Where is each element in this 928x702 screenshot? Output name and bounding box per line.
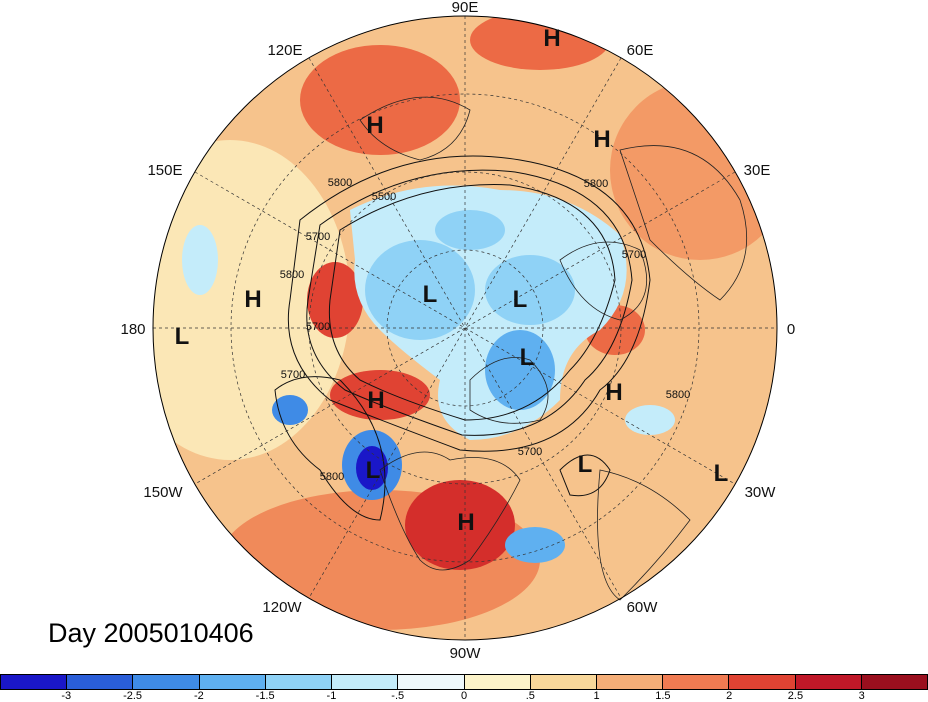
- colorbar-tick-label: 0: [461, 690, 467, 702]
- colorbar-segment: [133, 675, 199, 689]
- pressure-high: H: [366, 112, 383, 139]
- contour-label: 5700: [622, 249, 646, 261]
- pressure-low: L: [175, 323, 190, 350]
- colorbar-tick-label: -3: [61, 690, 71, 702]
- colorbar-segment: [1, 675, 67, 689]
- colorbar-segment: [398, 675, 464, 689]
- colorbar-segment: [200, 675, 266, 689]
- colorbar-tick-label: 1: [594, 690, 600, 702]
- day-label: Day 2005010406: [48, 618, 254, 649]
- lon-label-30w: 30W: [745, 484, 777, 501]
- colorbar-segment: [796, 675, 862, 689]
- contour-label: 5700: [518, 446, 542, 458]
- colorbar-segment: [266, 675, 332, 689]
- colorbar-tick-label: 2: [726, 690, 732, 702]
- pressure-high: H: [593, 126, 610, 153]
- pressure-high: H: [543, 25, 560, 52]
- contour-label: 5700: [306, 321, 330, 333]
- lon-label-180: 180: [120, 321, 145, 338]
- contour-label: 5800: [320, 471, 344, 483]
- colorbar-tick-label: -2: [194, 690, 204, 702]
- contour-label: 5800: [328, 177, 352, 189]
- colorbar-segment: [729, 675, 795, 689]
- colorbar-segment: [465, 675, 531, 689]
- colorbar-segment: [67, 675, 133, 689]
- pressure-high: H: [244, 286, 261, 313]
- colorbar-tick-label: 1.5: [655, 690, 670, 702]
- lon-label-150e: 150E: [147, 162, 182, 179]
- contour-label: 5700: [306, 231, 330, 243]
- pressure-low: L: [714, 460, 729, 487]
- colorbar-tick-label: .5: [526, 690, 535, 702]
- colorbar-segment: [332, 675, 398, 689]
- contour-label: 5800: [584, 178, 608, 190]
- colorbar-segment: [531, 675, 597, 689]
- colorbar-tick-label: -1.5: [256, 690, 275, 702]
- pressure-low: L: [520, 344, 535, 371]
- colorbar-tick-label: -.5: [391, 690, 404, 702]
- pressure-low: L: [423, 281, 438, 308]
- lon-label-60w: 60W: [627, 599, 659, 616]
- pressure-low: L: [366, 457, 381, 484]
- lon-label-120e: 120E: [267, 42, 302, 59]
- contour-label: 5500: [372, 191, 396, 203]
- anomaly-field: [110, 10, 790, 650]
- lon-label-90e: 90E: [452, 0, 479, 16]
- colorbar-tick-label: 3: [859, 690, 865, 702]
- lon-label-90w: 90W: [450, 645, 482, 662]
- contour-label: 5700: [281, 369, 305, 381]
- colorbar: [0, 674, 928, 690]
- contour-label: 5800: [666, 389, 690, 401]
- colorbar-segment: [597, 675, 663, 689]
- pressure-high: H: [605, 379, 622, 406]
- lon-label-120w: 120W: [262, 599, 302, 616]
- colorbar-ticks: -3 -2.5 -2 -1.5 -1 -.5 0 .5 1 1.5 2 2.5 3: [0, 690, 928, 702]
- colorbar-segment: [663, 675, 729, 689]
- colorbar-tick-label: -1: [327, 690, 337, 702]
- lon-label-150w: 150W: [143, 484, 183, 501]
- pressure-high: H: [367, 387, 384, 414]
- colorbar-tick-label: 2.5: [788, 690, 803, 702]
- lon-label-60e: 60E: [627, 42, 654, 59]
- polar-map: 90E 60E 30E 0 30W 60W 90W 120W 150W 180 …: [0, 0, 928, 672]
- lon-label-0: 0: [787, 321, 795, 338]
- colorbar-segment: [862, 675, 927, 689]
- contour-label: 5800: [280, 269, 304, 281]
- pressure-low: L: [578, 451, 593, 478]
- pressure-low: L: [513, 286, 528, 313]
- lon-label-30e: 30E: [744, 162, 771, 179]
- colorbar-tick-label: -2.5: [123, 690, 142, 702]
- pressure-high: H: [457, 509, 474, 536]
